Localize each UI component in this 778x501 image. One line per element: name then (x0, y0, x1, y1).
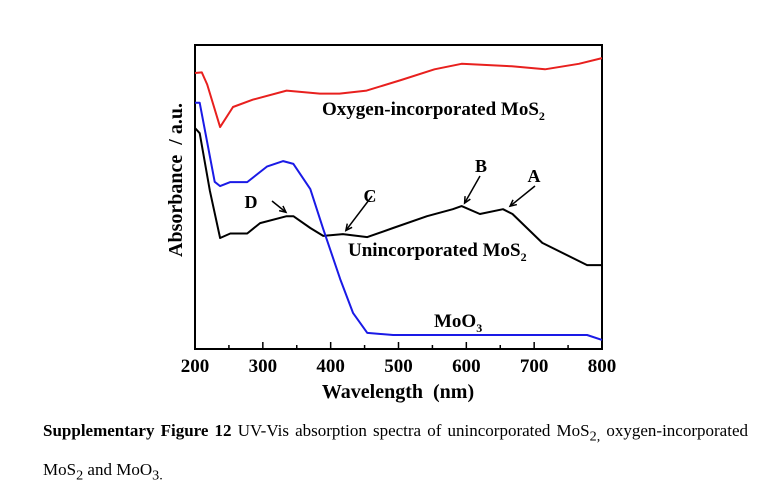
x-tick-label: 800 (588, 356, 617, 377)
series-label-2: MoO3 (434, 311, 482, 335)
series-line-0 (194, 57, 603, 129)
uv-vis-chart: 200 300 400 500 600 700 800 A B C D Wavelength (n… (165, 44, 617, 403)
annotation-label-A: A (528, 166, 541, 186)
x-tick-label: 600 (452, 356, 481, 377)
annotation-label-B: B (475, 156, 487, 176)
x-tick-label: 700 (520, 356, 549, 377)
arrow-head (278, 205, 288, 214)
x-tick-label: 200 (181, 356, 210, 377)
arrow-head (344, 223, 353, 232)
series-line-1 (194, 127, 602, 267)
arrow-head (508, 199, 518, 208)
annotation-label-C: C (364, 186, 377, 206)
annotation-arrow (271, 200, 287, 213)
annotation-arrow (509, 185, 536, 207)
x-tick-label: 500 (384, 356, 413, 377)
arrow-head (463, 196, 471, 205)
x-tick-label: 300 (249, 356, 278, 377)
annotation-arrow (345, 195, 373, 231)
x-tick-label: 400 (316, 356, 345, 377)
series-label-1: Unincorporated MoS2 (348, 240, 527, 264)
y-axis-label: Absorbance / a.u. (165, 103, 187, 257)
caption-label: Supplementary Figure 12 (43, 421, 232, 440)
series-label-0: Oxygen-incorporated MoS2 (322, 99, 545, 123)
figure-caption: Supplementary Figure 12 UV-Vis absorptio… (43, 421, 748, 484)
series-line-2 (195, 101, 603, 341)
x-axis-label: Wavelength (nm) (322, 381, 474, 403)
annotation-label-D: D (245, 192, 258, 212)
annotation-arrow (463, 175, 481, 204)
